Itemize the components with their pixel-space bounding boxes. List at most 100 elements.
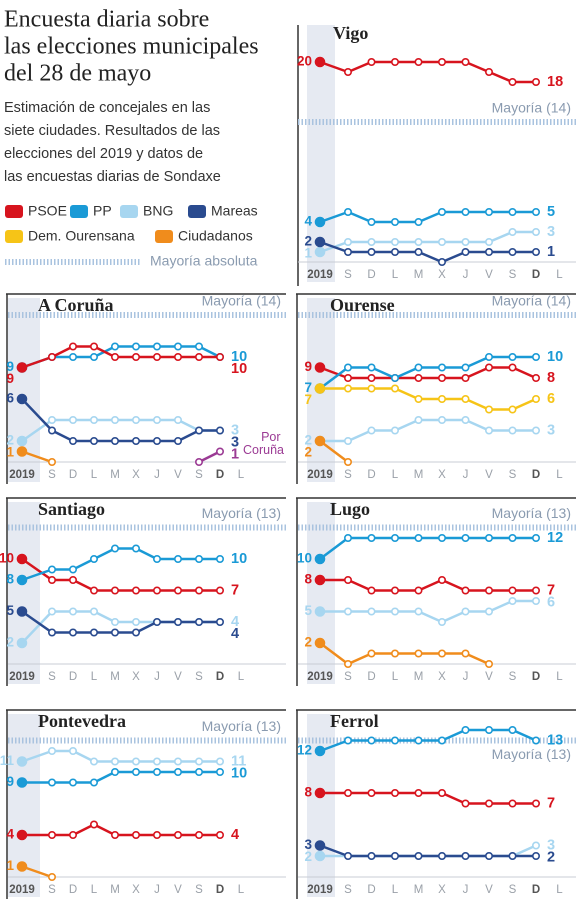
data-point bbox=[437, 363, 446, 372]
x-tick-label: D bbox=[367, 884, 375, 896]
data-point bbox=[90, 586, 99, 595]
legend-swatch bbox=[5, 205, 23, 218]
data-point bbox=[16, 777, 28, 788]
x-tick-label: M bbox=[414, 269, 424, 281]
series-line bbox=[22, 823, 220, 837]
x-tick-label: 2019 bbox=[9, 671, 35, 683]
data-point bbox=[508, 851, 517, 860]
data-point bbox=[390, 57, 399, 66]
data-point bbox=[390, 373, 399, 382]
data-point bbox=[508, 78, 517, 87]
baseline-shade bbox=[307, 502, 335, 684]
data-point bbox=[531, 851, 540, 860]
panel-title: A Coruña bbox=[38, 295, 114, 315]
series-line bbox=[21, 610, 220, 644]
x-tick-label: L bbox=[238, 671, 245, 683]
value-label: 7 bbox=[304, 380, 312, 395]
x-tick-label: L bbox=[238, 884, 245, 896]
data-point bbox=[132, 544, 141, 553]
data-point bbox=[153, 352, 162, 361]
data-point bbox=[484, 607, 493, 616]
data-point bbox=[461, 799, 470, 808]
value-label: 8 bbox=[304, 785, 312, 800]
majority-label: Mayoría (13) bbox=[492, 746, 571, 762]
data-point bbox=[367, 384, 376, 393]
data-point bbox=[343, 851, 352, 860]
data-point bbox=[174, 436, 183, 445]
data-point bbox=[153, 415, 162, 424]
data-point bbox=[16, 553, 28, 565]
data-point bbox=[484, 405, 493, 414]
data-point bbox=[314, 56, 326, 68]
x-tick-label: 2019 bbox=[9, 469, 35, 481]
data-point bbox=[367, 373, 376, 382]
legend-label: Mareas bbox=[211, 203, 258, 219]
data-point bbox=[508, 352, 517, 361]
value-label: 20 bbox=[297, 54, 312, 69]
x-tick-label: V bbox=[174, 469, 182, 481]
data-point bbox=[174, 586, 183, 595]
x-tick-label: S bbox=[344, 269, 352, 281]
data-point bbox=[414, 363, 423, 372]
x-tick-label: S bbox=[509, 269, 517, 281]
value-label: 13 bbox=[547, 732, 563, 748]
value-label: 1 bbox=[6, 445, 14, 460]
data-point bbox=[69, 830, 78, 839]
x-tick-label: D bbox=[216, 671, 224, 683]
data-point bbox=[132, 352, 141, 361]
value-label: 5 bbox=[6, 603, 14, 618]
data-point bbox=[314, 383, 326, 394]
x-tick-label: X bbox=[132, 884, 140, 896]
data-point bbox=[437, 57, 446, 66]
value-label: 10 bbox=[297, 551, 312, 566]
data-point bbox=[90, 342, 99, 351]
data-point bbox=[531, 248, 540, 257]
x-tick-label: L bbox=[556, 269, 563, 281]
x-tick-label: D bbox=[367, 469, 375, 481]
value-label: 10 bbox=[231, 361, 247, 377]
x-tick-label: D bbox=[69, 469, 77, 481]
data-point bbox=[437, 415, 446, 424]
value-label: 2 bbox=[304, 433, 312, 448]
data-point bbox=[314, 840, 326, 851]
x-tick-label: S bbox=[195, 671, 203, 683]
data-point bbox=[508, 208, 517, 217]
value-label: 6 bbox=[6, 391, 14, 406]
data-point bbox=[414, 649, 423, 658]
title: del 28 de mayo bbox=[4, 61, 151, 87]
data-point bbox=[367, 649, 376, 658]
data-point bbox=[314, 216, 326, 228]
legend-swatch bbox=[120, 205, 138, 218]
value-label: 3 bbox=[547, 422, 555, 438]
panel-title: Vigo bbox=[333, 23, 368, 43]
value-label: 8 bbox=[6, 572, 14, 587]
value-label: 1 bbox=[6, 858, 14, 873]
data-point bbox=[69, 746, 78, 755]
x-tick-label: L bbox=[556, 469, 563, 481]
data-point bbox=[195, 352, 204, 361]
data-point bbox=[16, 393, 28, 405]
x-tick-label: D bbox=[216, 469, 224, 481]
data-point bbox=[461, 533, 470, 542]
x-tick-label: S bbox=[509, 671, 517, 683]
data-point bbox=[343, 436, 352, 445]
data-point bbox=[47, 607, 56, 616]
legend-label: BNG bbox=[143, 203, 173, 219]
data-point bbox=[314, 236, 326, 248]
data-point bbox=[47, 352, 56, 361]
data-point bbox=[314, 745, 326, 757]
data-point bbox=[111, 830, 120, 839]
value-label: 7 bbox=[547, 795, 555, 811]
x-tick-label: J bbox=[154, 671, 160, 683]
data-point bbox=[367, 607, 376, 616]
data-point bbox=[367, 218, 376, 227]
x-tick-label: L bbox=[392, 884, 399, 896]
data-point bbox=[174, 617, 183, 626]
data-point bbox=[531, 78, 540, 87]
x-tick-label: M bbox=[414, 884, 424, 896]
data-point bbox=[367, 586, 376, 595]
data-point bbox=[367, 57, 376, 66]
x-tick-label: S bbox=[509, 469, 517, 481]
data-point bbox=[16, 362, 28, 373]
subtitle: elecciones del 2019 y datos de bbox=[4, 146, 203, 162]
